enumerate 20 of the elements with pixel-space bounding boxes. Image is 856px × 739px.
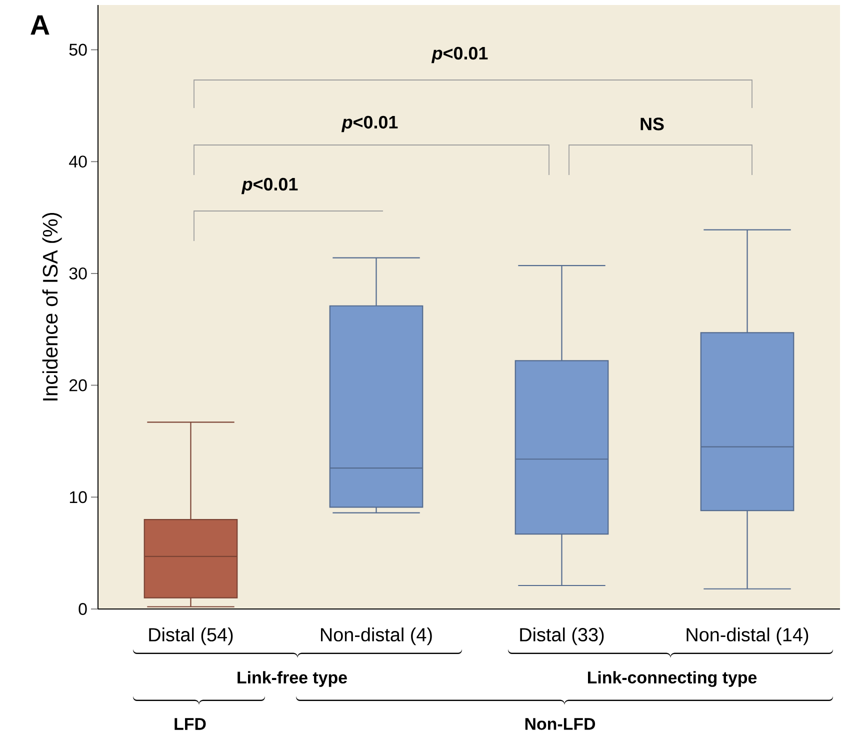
text: Link-free type xyxy=(238,671,347,687)
text: Non-LFD xyxy=(525,718,596,730)
x-tick-label: Distal (33) xyxy=(520,628,604,646)
y-tick-label: 10 xyxy=(70,491,87,504)
annotation: p<0.01 xyxy=(341,116,398,132)
x-tick-label: Non-distal (4) xyxy=(320,628,432,646)
y-tick-label: 30 xyxy=(69,267,87,280)
annotation: p<0.01 xyxy=(431,46,488,64)
text: Link-connecting type xyxy=(588,671,757,687)
text: LFD xyxy=(174,718,206,730)
y-tick-label: 50 xyxy=(69,44,87,56)
y-tick-label: 40 xyxy=(69,156,87,168)
y-tick-label: 0 xyxy=(78,603,87,615)
x-tick-label: Distal (54) xyxy=(149,628,233,646)
annotation: NS xyxy=(640,118,664,130)
text: A xyxy=(30,15,50,35)
y-axis-title: Incidence of ISA (%) xyxy=(42,212,62,400)
annotation: p<0.01 xyxy=(241,178,298,194)
x-tick-label: Non-distal (14) xyxy=(686,628,808,646)
y-tick-label: 20 xyxy=(70,379,87,392)
